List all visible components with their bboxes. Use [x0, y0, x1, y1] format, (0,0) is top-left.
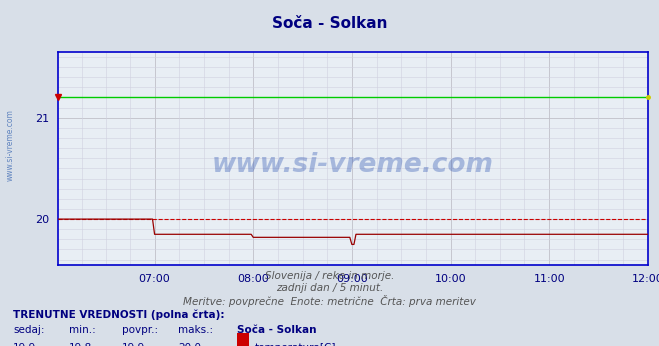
Text: Soča - Solkan: Soča - Solkan	[272, 16, 387, 30]
Text: Soča - Solkan: Soča - Solkan	[237, 325, 317, 335]
Text: min.:: min.:	[69, 325, 96, 335]
Text: zadnji dan / 5 minut.: zadnji dan / 5 minut.	[276, 283, 383, 293]
Text: Slovenija / reke in morje.: Slovenija / reke in morje.	[265, 271, 394, 281]
Text: povpr.:: povpr.:	[122, 325, 158, 335]
Text: TRENUTNE VREDNOSTI (polna črta):: TRENUTNE VREDNOSTI (polna črta):	[13, 310, 225, 320]
Text: temperatura[C]: temperatura[C]	[254, 343, 336, 346]
Text: 19,9: 19,9	[122, 343, 145, 346]
Text: www.si-vreme.com: www.si-vreme.com	[212, 152, 494, 178]
Text: 20,0: 20,0	[178, 343, 201, 346]
Text: 19,9: 19,9	[13, 343, 36, 346]
Text: sedaj:: sedaj:	[13, 325, 45, 335]
Text: Meritve: povprečne  Enote: metrične  Črta: prva meritev: Meritve: povprečne Enote: metrične Črta:…	[183, 295, 476, 308]
Text: www.si-vreme.com: www.si-vreme.com	[5, 109, 14, 181]
Text: maks.:: maks.:	[178, 325, 213, 335]
Text: 19,8: 19,8	[69, 343, 92, 346]
